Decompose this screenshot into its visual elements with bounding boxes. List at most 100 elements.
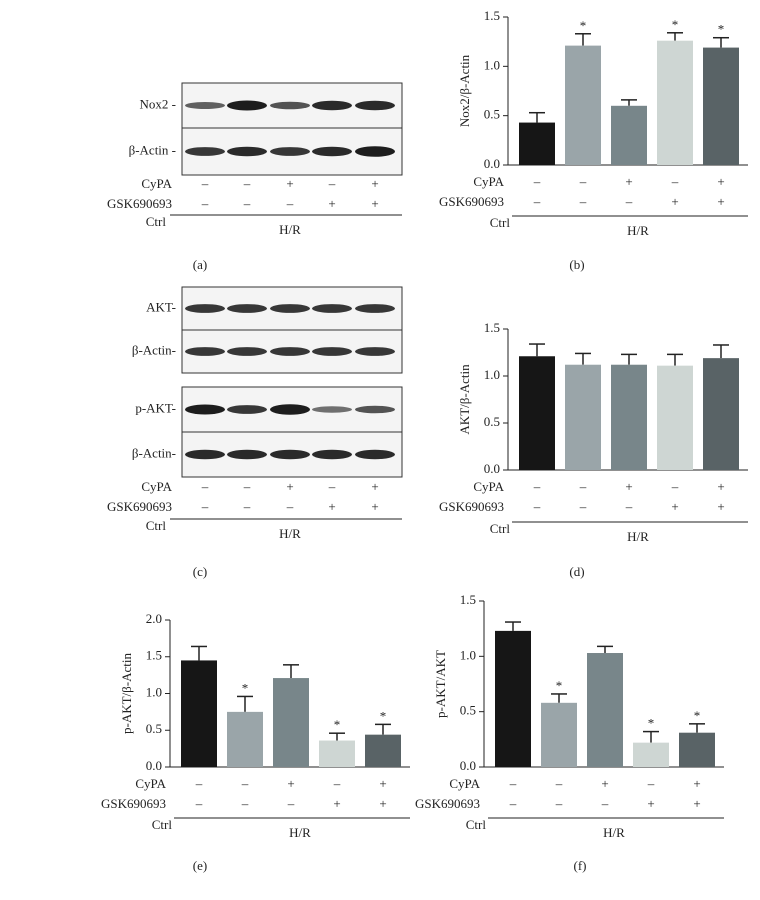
blot-band (355, 100, 395, 111)
treatment-sign: – (241, 776, 249, 791)
y-tick-label: 1.5 (146, 648, 162, 663)
significance-label: * (334, 717, 341, 732)
bar (181, 660, 217, 767)
significance-label: * (380, 708, 387, 723)
significance-label: * (718, 22, 725, 37)
treatment-sign: – (328, 176, 336, 191)
treatment-sign: + (693, 776, 700, 791)
bar (565, 364, 601, 470)
group-label: Ctrl (152, 817, 173, 832)
strip-label: β-Actin- (132, 342, 176, 357)
blot-band (270, 147, 310, 156)
treatment-sign: – (625, 499, 633, 514)
blot-frame (181, 82, 403, 176)
treatment-sign: – (333, 776, 341, 791)
blot-band (227, 449, 267, 460)
panel-label: (f) (574, 858, 587, 873)
treatment-sign: – (286, 196, 294, 211)
bar (611, 364, 647, 470)
y-tick-label: 1.5 (460, 592, 476, 607)
y-axis-title: Nox2/β-Actin (457, 54, 472, 127)
y-tick-label: 0.5 (484, 414, 500, 429)
y-tick-label: 0.5 (484, 107, 500, 122)
y-tick-label: 1.0 (146, 684, 162, 699)
group-label: H/R (627, 223, 649, 238)
bar (495, 630, 531, 767)
group-label: H/R (289, 825, 311, 840)
row-label: GSK690693 (107, 499, 172, 514)
bar (703, 358, 739, 470)
y-tick-label: 0.5 (146, 721, 162, 736)
blot-band (227, 347, 267, 356)
treatment-sign: – (509, 796, 517, 811)
blot-band (185, 102, 225, 109)
group-label: Ctrl (146, 518, 167, 533)
panel-label: (c) (193, 564, 207, 579)
blot-band (227, 100, 267, 111)
blot-band (312, 100, 352, 111)
bar (319, 740, 355, 767)
blot-band (270, 347, 310, 356)
blot-band (227, 405, 267, 414)
bar (565, 45, 601, 165)
blot-band (185, 304, 225, 313)
strip-label: β-Actin- (132, 445, 176, 460)
panel-label: (a) (193, 257, 207, 272)
blot-band (185, 347, 225, 356)
blot-band (312, 304, 352, 313)
treatment-sign: + (647, 796, 654, 811)
y-tick-label: 1.5 (484, 8, 500, 23)
group-label: Ctrl (466, 817, 487, 832)
row-label: CyPA (449, 776, 480, 791)
bar (587, 653, 623, 767)
treatment-sign: + (333, 796, 340, 811)
group-label: H/R (603, 825, 625, 840)
blot-band (185, 449, 225, 460)
treatment-sign: + (625, 479, 632, 494)
y-tick-label: 0.0 (484, 156, 500, 171)
treatment-sign: – (328, 479, 336, 494)
y-tick-label: 0.5 (460, 703, 476, 718)
treatment-sign: – (533, 479, 541, 494)
row-label: CyPA (473, 174, 504, 189)
treatment-sign: – (201, 499, 209, 514)
treatment-sign: – (243, 499, 251, 514)
treatment-sign: + (625, 174, 632, 189)
treatment-sign: + (717, 479, 724, 494)
treatment-sign: – (533, 174, 541, 189)
group-label: Ctrl (490, 521, 511, 536)
treatment-sign: – (601, 796, 609, 811)
blot-band (270, 101, 310, 110)
blot-band (355, 347, 395, 356)
treatment-sign: + (328, 499, 335, 514)
treatment-sign: + (717, 194, 724, 209)
treatment-sign: + (371, 176, 378, 191)
blot-band (355, 405, 395, 414)
bar (679, 732, 715, 767)
y-axis-title: AKT/β-Actin (457, 364, 472, 435)
treatment-sign: – (579, 174, 587, 189)
treatment-sign: + (379, 796, 386, 811)
row-label: CyPA (135, 776, 166, 791)
bar (703, 47, 739, 165)
row-label: GSK690693 (107, 196, 172, 211)
blot-band (270, 304, 310, 313)
bar (657, 365, 693, 470)
row-label: GSK690693 (439, 499, 504, 514)
treatment-sign: + (371, 196, 378, 211)
significance-label: * (556, 678, 563, 693)
row-label: GSK690693 (415, 796, 480, 811)
treatment-sign: + (671, 194, 678, 209)
treatment-sign: + (693, 796, 700, 811)
treatment-sign: – (286, 499, 294, 514)
treatment-sign: – (625, 194, 633, 209)
treatment-sign: + (286, 479, 293, 494)
bar (365, 734, 401, 767)
treatment-sign: + (371, 499, 378, 514)
treatment-sign: – (579, 499, 587, 514)
y-tick-label: 0.0 (484, 461, 500, 476)
y-tick-label: 1.0 (484, 367, 500, 382)
bar (633, 742, 669, 767)
blot-band (270, 449, 310, 460)
treatment-sign: – (243, 196, 251, 211)
